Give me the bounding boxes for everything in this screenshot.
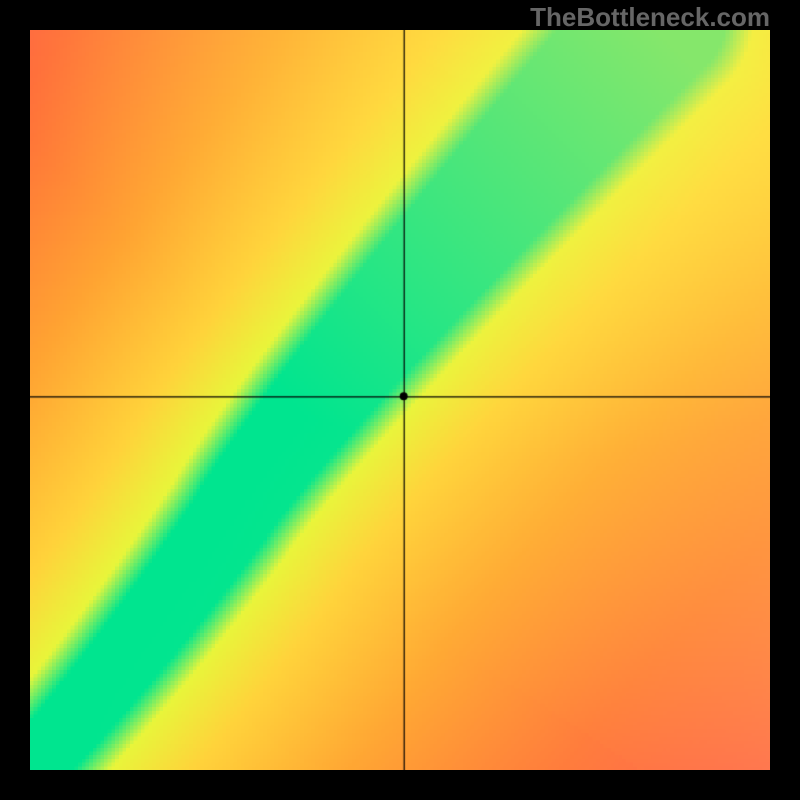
watermark-text: TheBottleneck.com — [530, 2, 770, 33]
crosshair-overlay — [30, 30, 770, 770]
chart-container: TheBottleneck.com — [0, 0, 800, 800]
